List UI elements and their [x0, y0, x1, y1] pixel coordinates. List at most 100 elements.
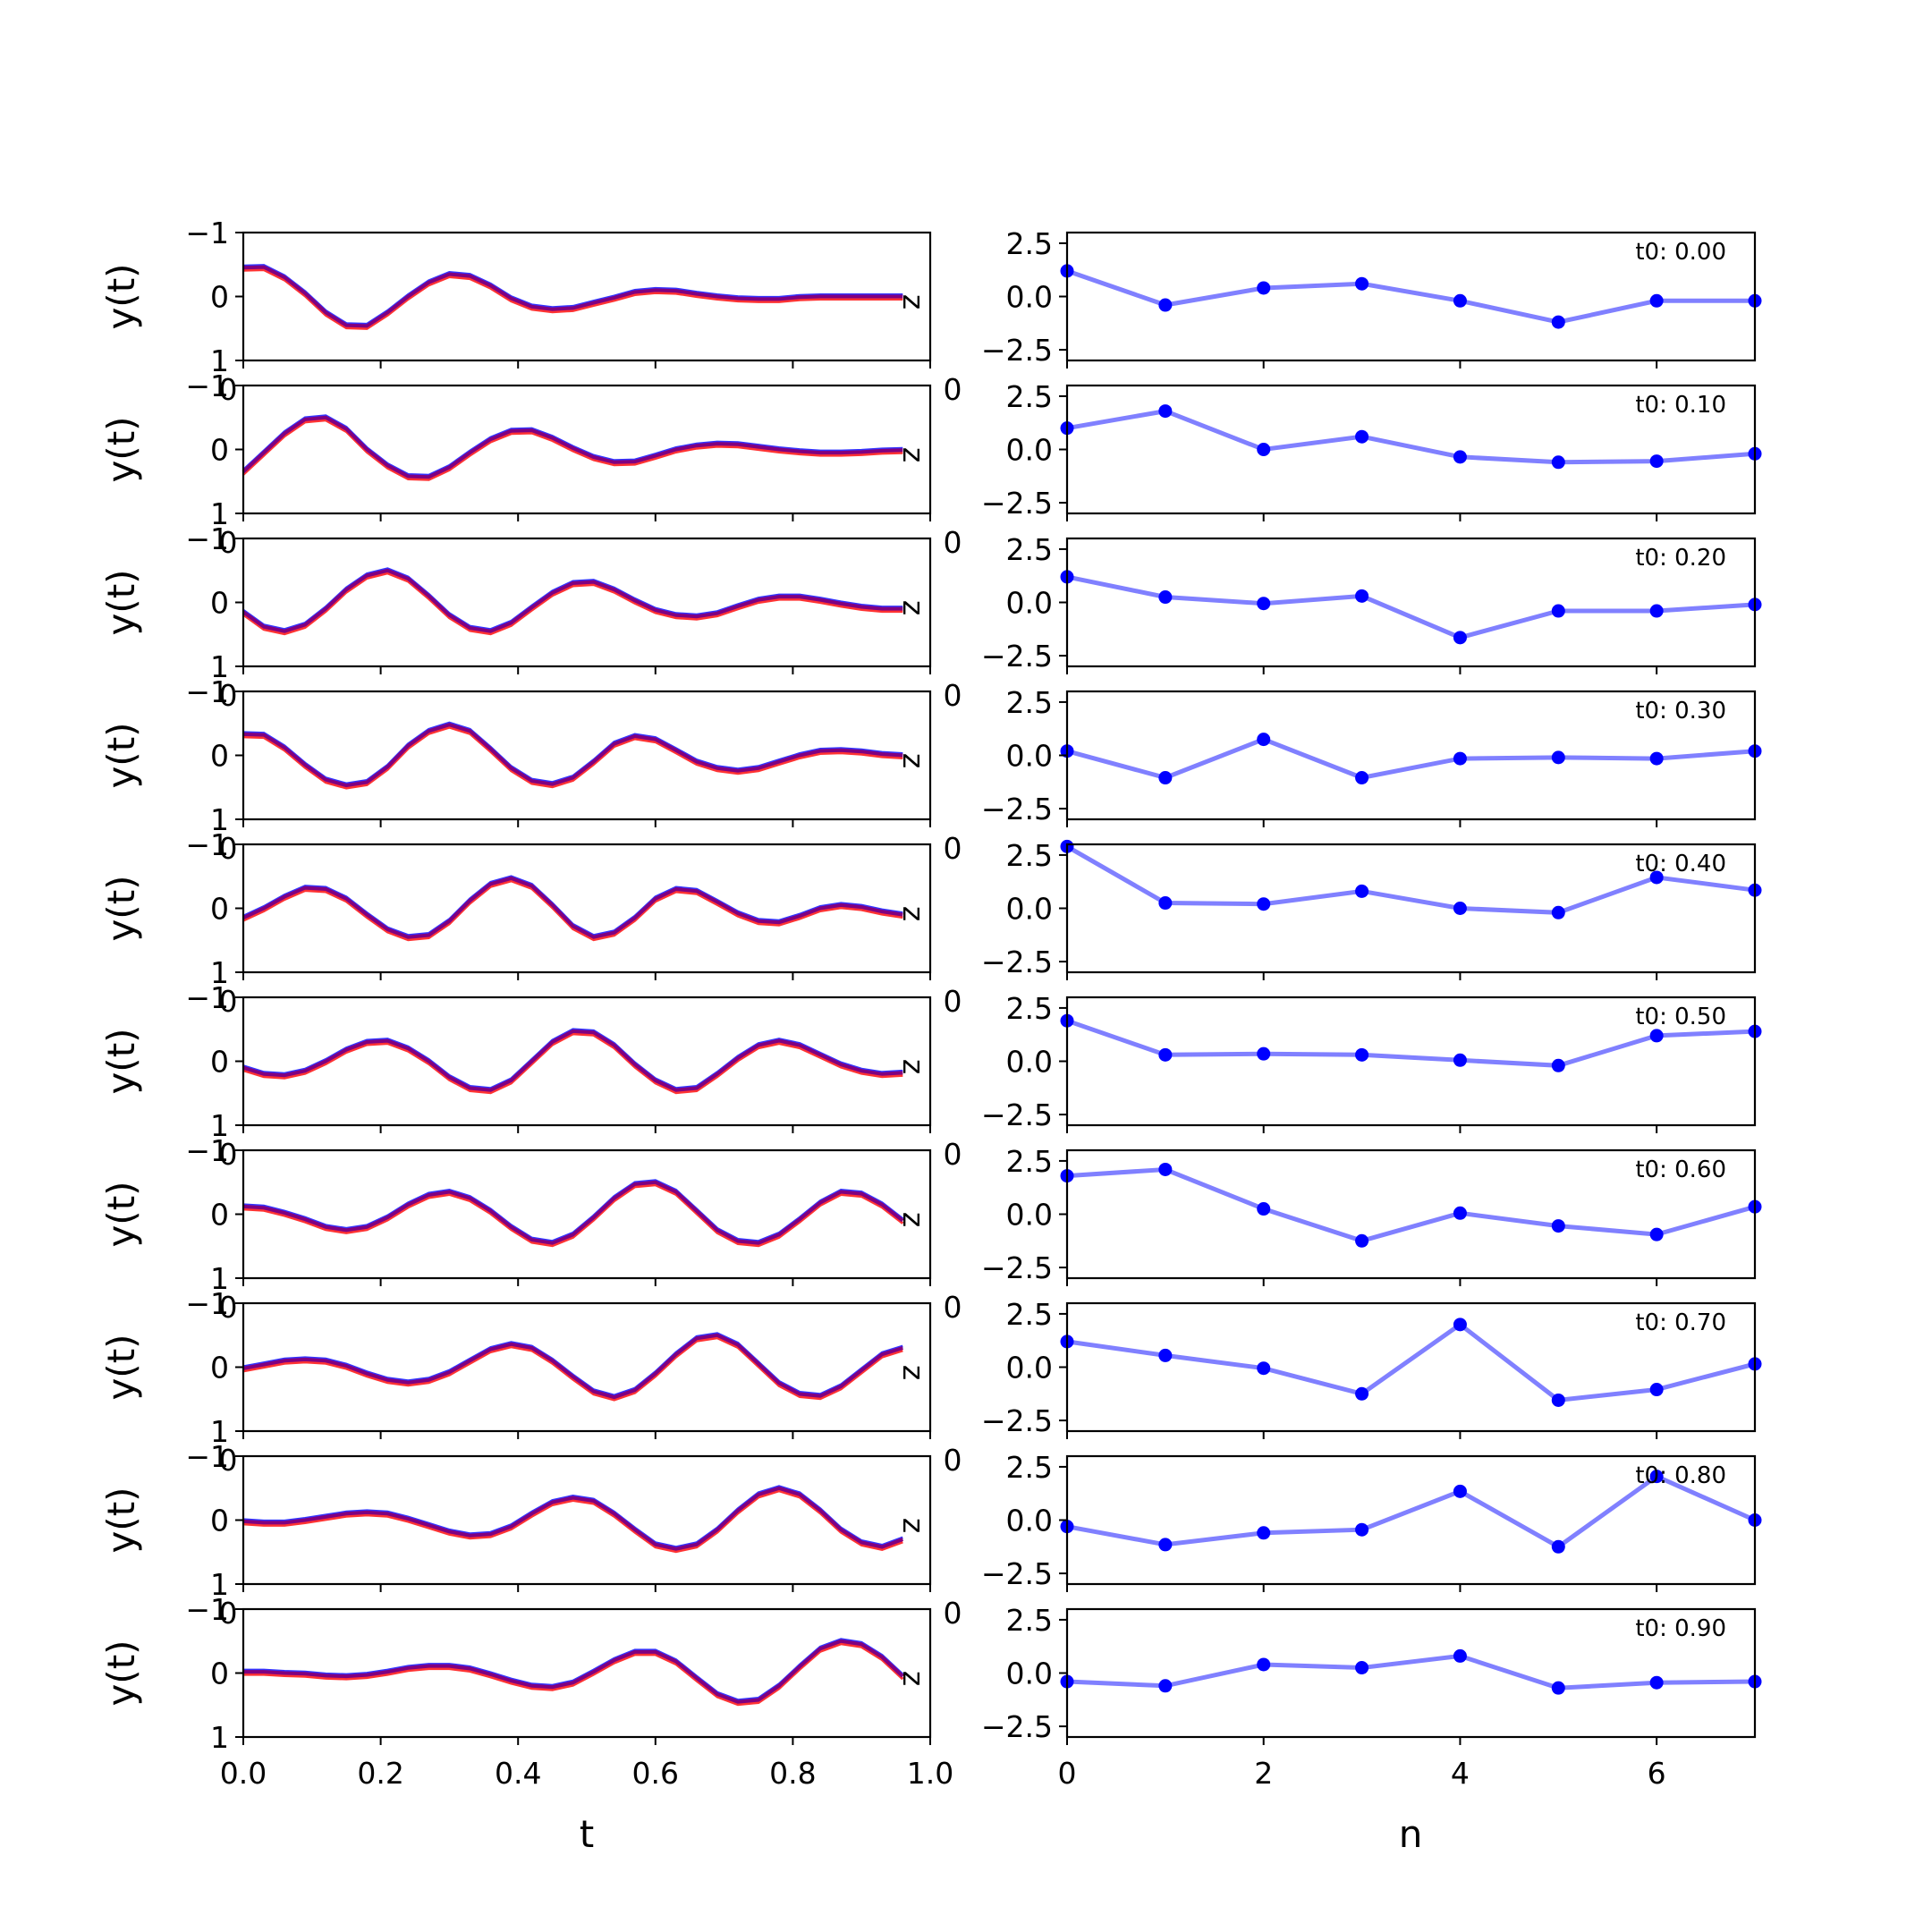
- left-panel-frame: [242, 1148, 932, 1280]
- y-tick-label: −1: [185, 369, 229, 403]
- y-tick-label: 0: [210, 739, 229, 774]
- data-point: [1453, 1484, 1467, 1498]
- series-line-purple: [242, 265, 903, 328]
- data-point: [1649, 454, 1664, 469]
- data-point: [1453, 902, 1467, 915]
- series-line-purple: [242, 568, 903, 633]
- data-point: [1649, 751, 1664, 766]
- y-tick-label: −1: [185, 827, 229, 862]
- y-axis-label: y(t): [99, 722, 143, 788]
- data-point: [1158, 590, 1173, 605]
- y-tick-label: −2.5: [981, 1709, 1053, 1744]
- panel-annotation: t0: 0.70: [1635, 1309, 1726, 1336]
- x-tick-label: 4: [1451, 1756, 1470, 1791]
- y-tick-label: 0: [210, 1198, 229, 1233]
- series-line-purple: [242, 876, 903, 939]
- series-line-red: [242, 1336, 903, 1402]
- data-point: [1158, 1047, 1173, 1062]
- data-point: [1355, 429, 1369, 444]
- data-point: [1257, 897, 1271, 911]
- data-point: [1355, 1233, 1369, 1248]
- y-tick-label: −1: [185, 1439, 229, 1474]
- y-tick-label: 0: [210, 892, 229, 927]
- stray-tick-label: 0: [944, 1137, 962, 1172]
- y-axis-label: y(t): [99, 569, 143, 635]
- y-tick-label: 1: [210, 1261, 229, 1296]
- panel-annotation: t0: 0.50: [1635, 1004, 1726, 1030]
- left-panel-frame: [242, 690, 932, 821]
- left-panel-frame: [242, 384, 932, 515]
- panel-annotation: t0: 0.90: [1635, 1615, 1726, 1642]
- series-line-purple: [243, 1639, 904, 1704]
- data-point: [1551, 750, 1565, 765]
- y-tick-label: 2.5: [1006, 838, 1053, 873]
- right-panel-6: 2.5 0.0 −2.5 t0: 0.60: [981, 1144, 1762, 1286]
- y-axis-label: y(t): [99, 416, 143, 482]
- series-line: [1066, 736, 1756, 781]
- data-point: [1649, 870, 1664, 885]
- side-label-z: z: [896, 906, 931, 921]
- data-point: [1355, 1661, 1369, 1675]
- stray-tick-label: 0: [219, 678, 238, 713]
- y-tick-label: −2.5: [981, 333, 1053, 368]
- stray-tick-label: 0: [219, 1290, 238, 1325]
- y-tick-label: −2.5: [981, 945, 1053, 979]
- y-tick-label: −2.5: [981, 792, 1053, 826]
- right-panel-0: 2.5 0.0 −2.5 t0: 0.00: [981, 226, 1762, 369]
- stray-tick-label: 0: [219, 831, 238, 866]
- side-label-z: z: [896, 753, 931, 768]
- data-point: [1355, 1522, 1369, 1537]
- y-tick-label: −2.5: [981, 486, 1053, 521]
- right-panel-7: 2.5 0.0 −2.5 t0: 0.70: [981, 1297, 1762, 1439]
- data-point: [1649, 293, 1664, 308]
- data-point: [1355, 1386, 1369, 1401]
- data-point: [1355, 589, 1369, 603]
- data-point: [1551, 1058, 1565, 1072]
- x-tick-label: 0.4: [495, 1756, 541, 1791]
- panel-annotation: t0: 0.30: [1635, 698, 1726, 724]
- data-point: [1257, 1526, 1271, 1540]
- y-tick-label: 0: [210, 433, 229, 468]
- data-point: [1453, 293, 1467, 308]
- right-panel-4: 2.5 0.0 −2.5 t0: 0.40: [981, 838, 1762, 980]
- series-line-blue: [243, 1638, 904, 1702]
- right-panel-3: 2.5 0.0 −2.5 t0: 0.30: [981, 685, 1762, 827]
- x-tick-label: 0: [1058, 1756, 1077, 1791]
- y-axis-label: y(t): [99, 1487, 143, 1553]
- y-tick-label: 0.0: [1006, 1045, 1053, 1080]
- x-tick-label: 0.8: [769, 1756, 816, 1791]
- side-label-z: z: [896, 294, 931, 309]
- series-line-red: [242, 268, 903, 330]
- series-line-red: [242, 572, 903, 636]
- stray-tick-label: 0: [944, 525, 962, 560]
- right-column: 2.5 0.0 −2.5 t0: 0.00 2.5 0.0 −2.5 t0: 0.10 2.5 0…: [981, 226, 1762, 1791]
- series-line-red: [242, 1032, 903, 1095]
- y-tick-label: 2.5: [1006, 685, 1053, 720]
- y-tick-label: −1: [185, 1133, 229, 1168]
- y-tick-label: −2.5: [981, 1403, 1053, 1438]
- data-point: [1257, 1202, 1271, 1216]
- y-tick-label: 1: [210, 1414, 229, 1449]
- stray-tick-label: 0: [944, 1443, 962, 1478]
- y-tick-label: 1: [210, 649, 229, 684]
- y-tick-label: 0: [210, 1045, 229, 1080]
- y-tick-label: 2.5: [1006, 1144, 1053, 1179]
- series-line-purple: [242, 1029, 903, 1092]
- data-point: [1158, 1538, 1173, 1552]
- panel-annotation: t0: 0.60: [1635, 1157, 1726, 1183]
- data-point: [1257, 1657, 1271, 1672]
- series-line: [1066, 409, 1756, 465]
- y-tick-label: −2.5: [981, 1097, 1053, 1132]
- x-tick-label: 1.0: [907, 1756, 953, 1791]
- data-point: [1158, 896, 1173, 911]
- x-tick-label: 0.6: [632, 1756, 679, 1791]
- data-point: [1453, 1318, 1467, 1332]
- y-tick-label: −2.5: [981, 1556, 1053, 1591]
- y-tick-label: 0: [210, 586, 229, 621]
- data-point: [1158, 298, 1173, 312]
- series-line: [1066, 1653, 1756, 1690]
